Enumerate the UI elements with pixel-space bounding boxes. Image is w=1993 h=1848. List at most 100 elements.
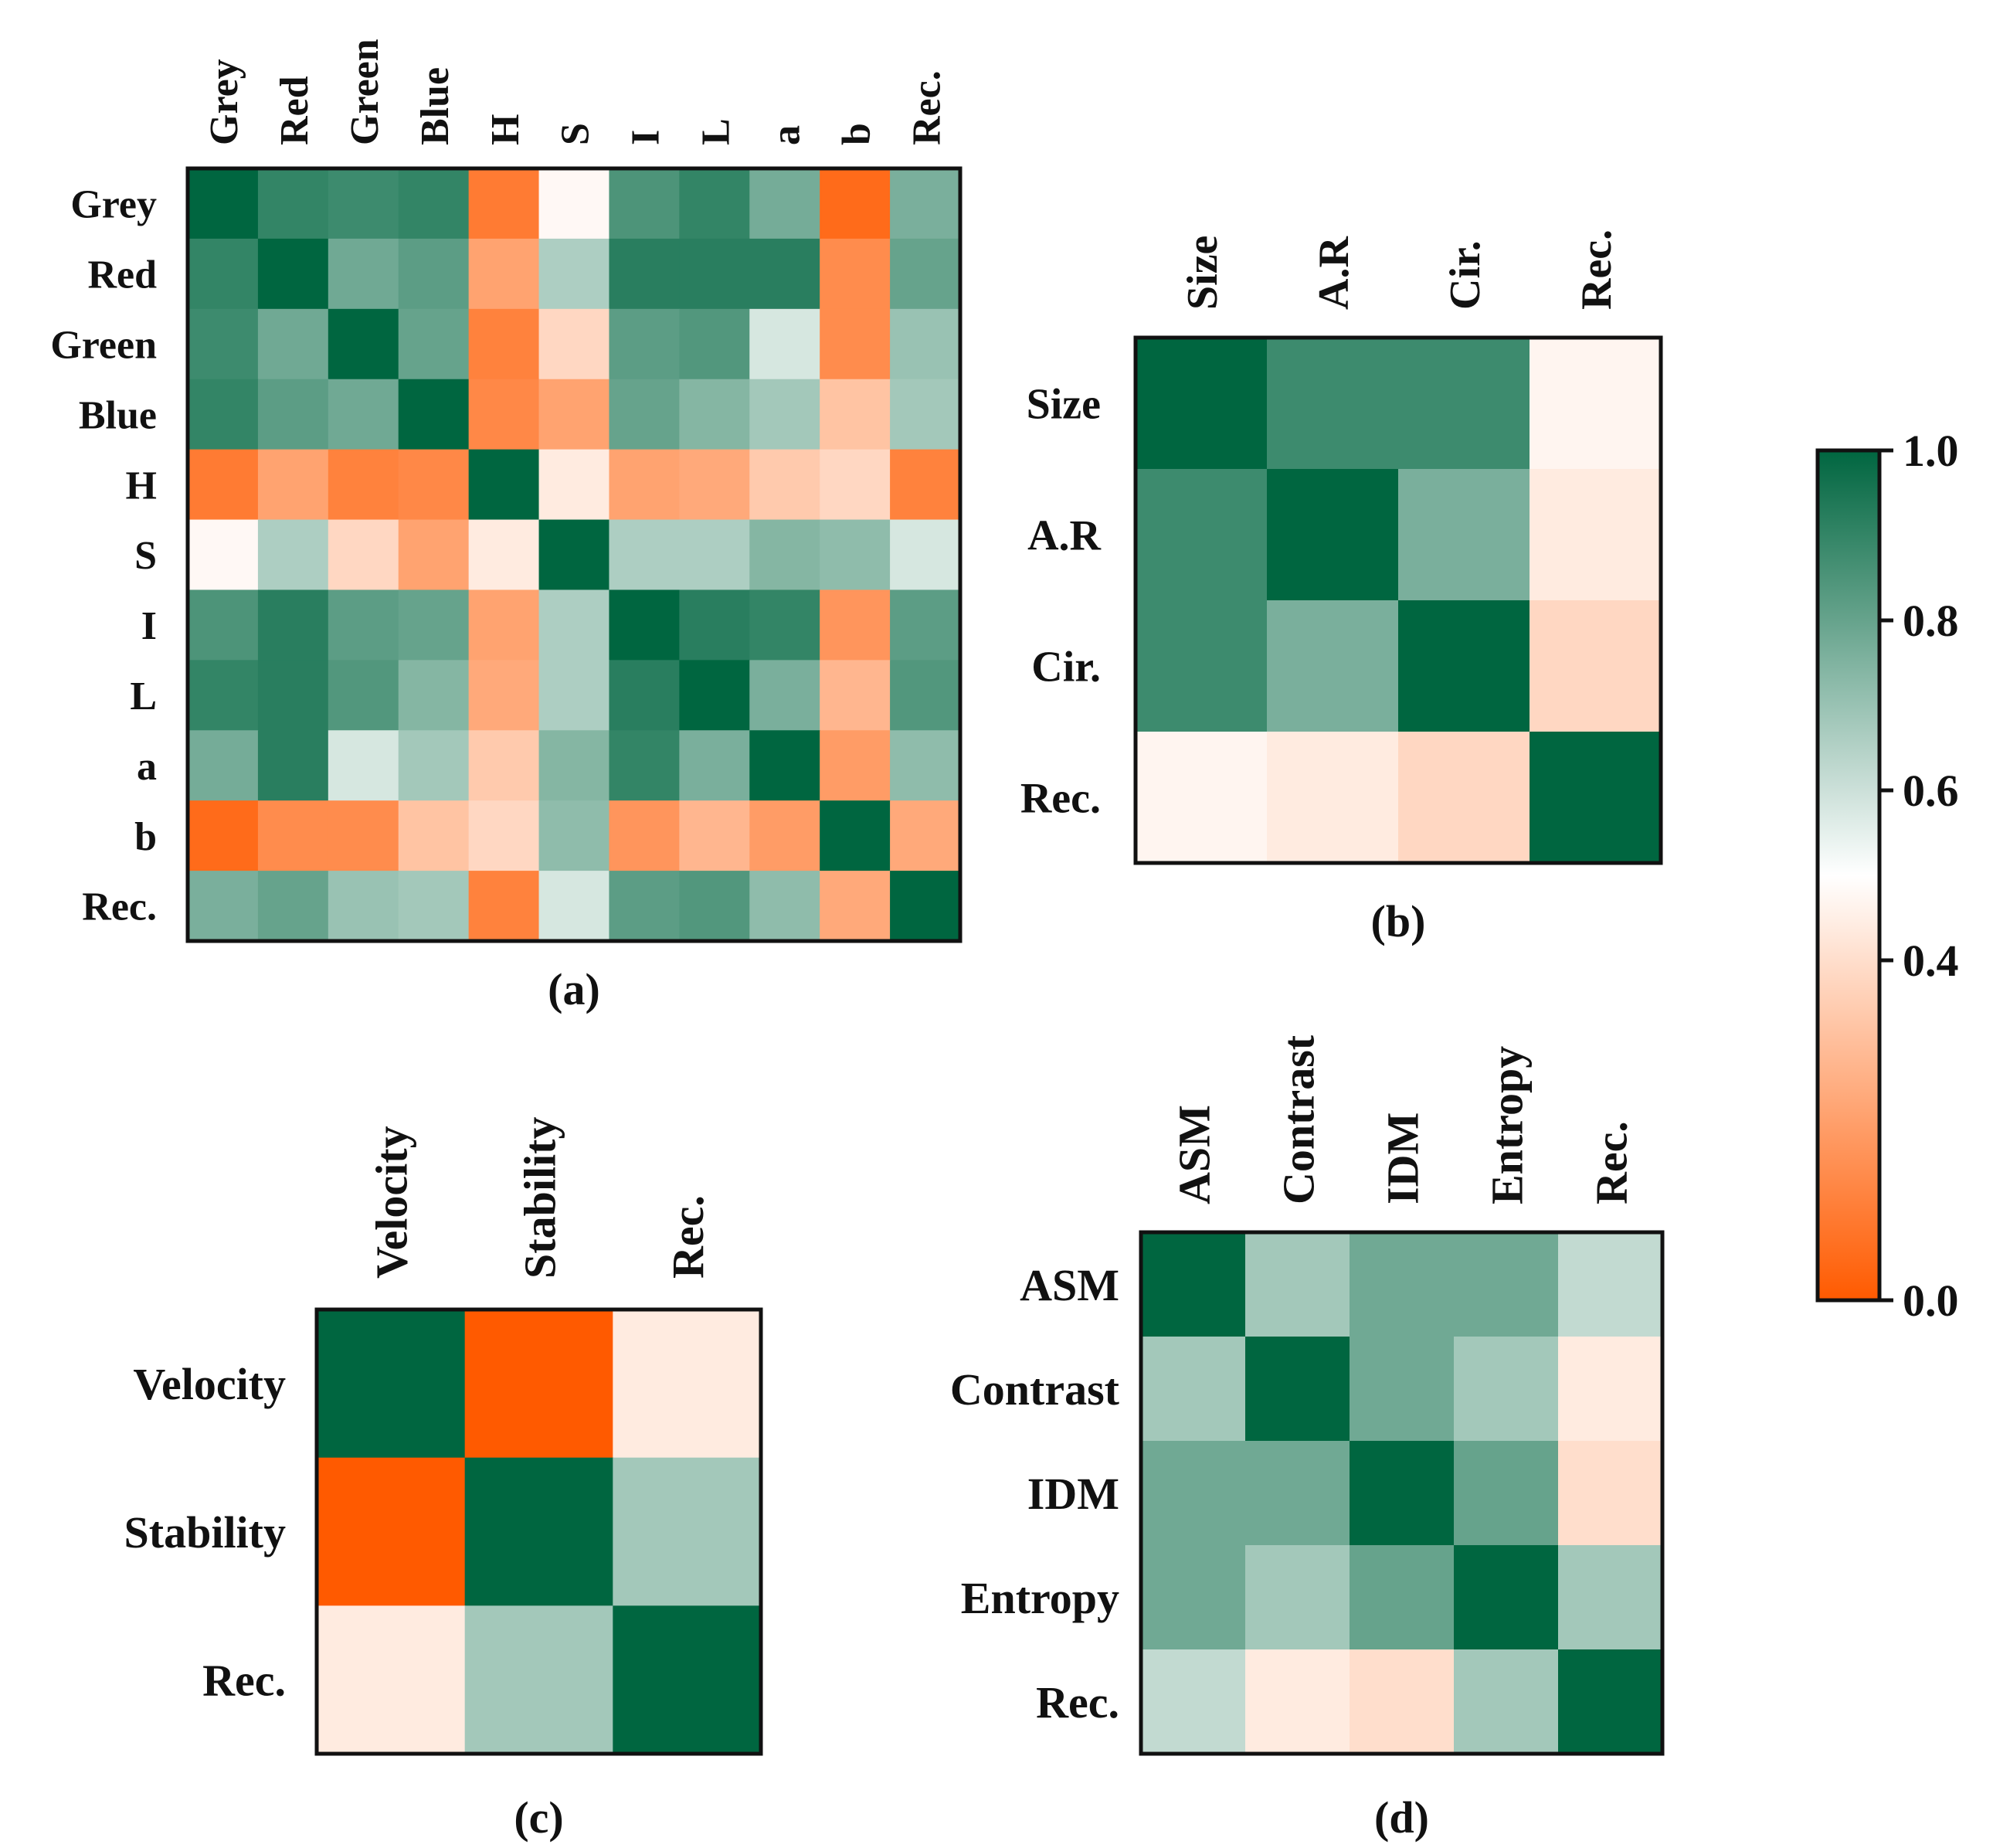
heatmap-cell-a-2-7 [679,308,751,380]
row-label-a-s: S [134,534,157,578]
heatmap-cell-b-0-1 [1267,338,1399,470]
panel-d-caption: (d) [1374,1792,1429,1843]
panel-d: ASM Contrast IDM Entropy Rec. ASM Contrast IDM… [950,1034,1665,1843]
panel-d-frame [1139,1230,1665,1756]
heatmap-cell-a-3-2 [328,379,399,450]
row-label-a-h: H [126,464,157,508]
heatmap-cell-d-1-0 [1141,1337,1246,1442]
heatmap-cell-d-4-0 [1141,1649,1246,1755]
heatmap-cell-a-7-7 [679,660,751,732]
column-label-c-stability: Stability [514,1117,565,1279]
panel-c-row-labels: Velocity Stability Rec. [124,1359,287,1705]
heatmap-cell-c-1-1 [464,1457,614,1607]
heatmap-cell-a-2-0 [188,308,259,380]
row-label-d-entropy: Entropy [961,1573,1119,1623]
panel-b-row-labels: Size A.R Cir. Rec. [1020,381,1102,823]
heatmap-cell-a-8-7 [679,730,751,801]
row-label-b-rec: Rec. [1020,775,1101,823]
heatmap-cell-a-4-7 [679,449,751,521]
heatmap-cell-a-7-0 [188,660,259,732]
heatmap-cell-d-1-2 [1350,1337,1455,1442]
heatmap-cell-d-1-4 [1558,1337,1663,1442]
heatmap-cell-c-0-2 [613,1310,762,1459]
heatmap-cell-a-2-3 [398,308,470,380]
heatmap-cell-a-7-1 [257,660,329,732]
row-label-d-asm: ASM [1020,1260,1119,1310]
heatmap-cell-a-7-10 [890,660,961,732]
column-label-d-contrast: Contrast [1273,1034,1323,1204]
column-label-a-rec: Rec. [905,70,949,145]
heatmap-cell-a-9-9 [820,800,891,871]
heatmap-cell-a-5-5 [538,519,610,591]
heatmap-cell-b-2-3 [1530,600,1662,732]
heatmap-cell-a-5-2 [328,519,399,591]
heatmap-cell-a-10-5 [538,871,610,942]
heatmap-cell-a-3-6 [609,379,681,450]
heatmap-cell-b-3-2 [1398,732,1530,864]
heatmap-cell-a-4-8 [749,449,820,521]
heatmap-cell-a-10-4 [468,871,540,942]
heatmap-cell-b-2-0 [1136,600,1268,732]
heatmap-cell-c-1-0 [317,1457,466,1607]
heatmap-cell-a-1-6 [609,238,681,310]
heatmap-cell-a-0-6 [609,168,681,239]
heatmap-cell-a-9-10 [890,800,961,871]
column-label-d-idm: IDM [1377,1113,1428,1204]
column-label-d-rec: Rec. [1586,1121,1636,1204]
heatmap-cell-a-0-1 [257,168,329,239]
heatmap-cell-b-1-1 [1267,469,1399,601]
heatmap-cell-a-0-3 [398,168,470,239]
heatmap-cell-a-2-9 [820,308,891,380]
heatmap-cell-a-10-8 [749,871,820,942]
heatmap-cell-d-3-4 [1558,1545,1663,1650]
heatmap-cell-d-4-2 [1350,1649,1455,1755]
heatmap-cell-a-1-2 [328,238,399,310]
heatmap-cell-c-0-1 [464,1310,614,1459]
heatmap-cell-a-4-0 [188,449,259,521]
heatmap-cell-a-0-7 [679,168,751,239]
row-label-b-cir: Cir. [1031,644,1101,691]
heatmap-cell-a-4-9 [820,449,891,521]
heatmap-cell-d-3-0 [1141,1545,1246,1650]
heatmap-cell-a-6-4 [468,589,540,661]
panel-b: Size A.R Cir. Rec. Size A.R Cir. Rec. (b) [1020,229,1663,946]
column-label-c-rec: Rec. [663,1195,713,1279]
row-label-c-velocity: Velocity [133,1359,286,1409]
column-label-b-a-r: A.R [1310,236,1358,310]
heatmap-cell-d-1-1 [1245,1337,1350,1442]
heatmap-cell-a-10-6 [609,871,681,942]
heatmap-cell-a-4-5 [538,449,610,521]
panel-d-row-labels: ASM Contrast IDM Entropy Rec. [950,1260,1120,1727]
row-label-a-i: I [141,604,157,648]
colorbar-tick-label: 0.6 [1903,766,1959,816]
row-label-c-rec: Rec. [202,1656,286,1706]
heatmap-cell-c-0-0 [317,1310,466,1459]
heatmap-cell-b-3-0 [1136,732,1268,864]
heatmap-cell-d-1-3 [1454,1337,1559,1442]
heatmap-cell-a-4-4 [468,449,540,521]
heatmap-cell-a-9-7 [679,800,751,871]
heatmap-cell-b-0-3 [1530,338,1662,470]
panel-c-caption: (c) [514,1792,563,1843]
row-label-a-grey: Grey [70,183,157,227]
panel-a-cells [188,168,961,942]
panel-b-caption: (b) [1371,896,1426,946]
heatmap-cell-a-8-2 [328,730,399,801]
heatmap-cell-d-0-2 [1350,1232,1455,1337]
heatmap-cell-a-8-9 [820,730,891,801]
heatmap-cell-d-2-2 [1350,1441,1455,1546]
heatmap-cell-a-8-8 [749,730,820,801]
heatmap-cell-b-1-0 [1136,469,1268,601]
heatmap-cell-a-3-10 [890,379,961,450]
heatmap-cell-a-9-3 [398,800,470,871]
heatmap-cell-a-0-9 [820,168,891,239]
heatmap-cell-a-3-4 [468,379,540,450]
column-label-a-i: I [624,130,668,145]
heatmap-cell-a-9-8 [749,800,820,871]
heatmap-cell-d-4-4 [1558,1649,1663,1755]
heatmap-cell-a-0-4 [468,168,540,239]
heatmap-cell-b-2-1 [1267,600,1399,732]
heatmap-cell-a-4-6 [609,449,681,521]
